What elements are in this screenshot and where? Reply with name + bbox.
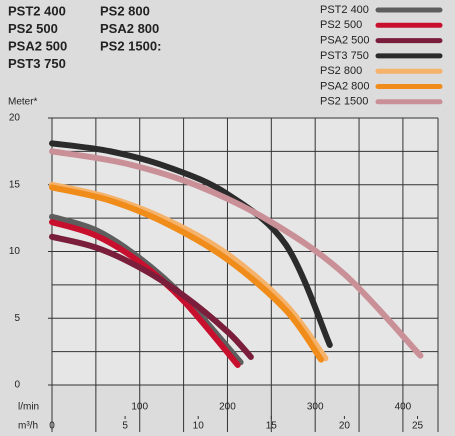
y-tick-label: 0 [14, 380, 20, 391]
curve [49, 148, 424, 359]
x-tick-label: 15 [266, 421, 278, 432]
curve [49, 233, 254, 360]
x-tick-label: 25 [412, 421, 424, 432]
y-tick-label: 15 [9, 179, 21, 190]
legend-label: PS2 1500 [320, 96, 368, 108]
y-tick-label: 10 [9, 246, 21, 257]
header-label: PS2 1500: [100, 38, 161, 53]
header-label: PSA2 800 [100, 21, 159, 36]
header-label: PSA2 500 [8, 38, 67, 53]
x-tick-label: 20 [339, 421, 351, 432]
x-tick-label: 0 [49, 421, 55, 432]
x2-tick-label: 400 [395, 402, 412, 413]
y-axis-label: Meter* [8, 97, 38, 108]
x2-tick-label: 100 [131, 402, 148, 413]
x2-axis-label: l/min [18, 402, 39, 413]
legend-label: PS2 500 [320, 19, 362, 31]
x-axis-label: m³/h [18, 421, 38, 432]
legend-label: PST3 750 [320, 50, 369, 62]
header-label: PS2 800 [100, 3, 150, 18]
curve [49, 140, 333, 348]
legend-label: PS2 800 [320, 65, 362, 77]
x2-tick-label: 300 [307, 402, 324, 413]
header-label: PST2 400 [8, 3, 66, 18]
y-tick-label: 20 [9, 113, 21, 124]
curve [49, 184, 325, 363]
header-label: PS2 500 [8, 21, 58, 36]
curve [49, 219, 241, 368]
legend-label: PSA2 500 [320, 35, 370, 47]
y-tick-label: 5 [14, 313, 20, 324]
x-tick-label: 5 [122, 421, 128, 432]
legend-label: PST2 400 [320, 4, 369, 16]
curve [49, 213, 244, 366]
x-tick-label: 10 [193, 421, 205, 432]
header-label: PST3 750 [8, 56, 66, 71]
x2-tick-label: 200 [219, 402, 236, 413]
legend-label: PSA2 800 [320, 80, 370, 92]
